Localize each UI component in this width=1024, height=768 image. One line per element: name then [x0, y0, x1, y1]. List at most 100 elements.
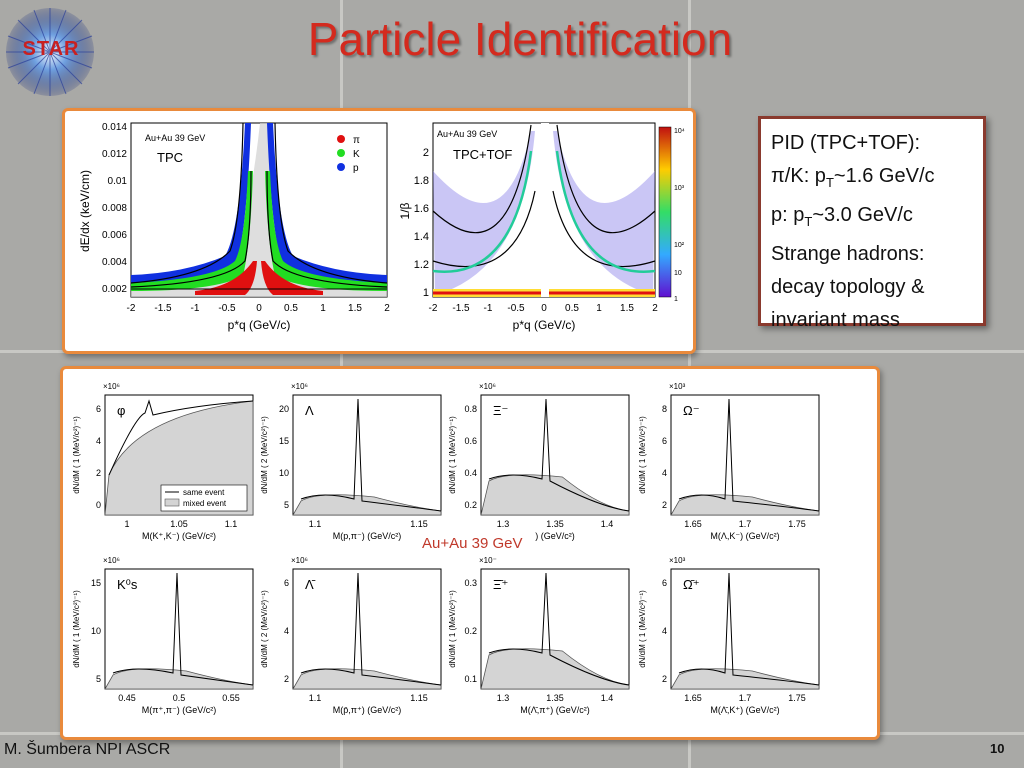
tof-xtick: 0 [541, 303, 547, 314]
tpc-xtick: 0.5 [284, 303, 298, 314]
y-tick-label: 10 [279, 468, 289, 478]
y-tick-label: 6 [662, 578, 667, 588]
legend-p: p [353, 163, 359, 174]
tpc-xtick: 2 [384, 303, 390, 314]
particle-label: Λ̄ [305, 577, 316, 592]
y-tick-label: 6 [284, 578, 289, 588]
x-tick-label: 1.1 [225, 519, 238, 529]
pid-line: PID (TPC+TOF): [771, 132, 921, 154]
x-axis-label: ) (GeV/c²) [535, 531, 575, 541]
pid-summary-box: PID (TPC+TOF): π/K: pT~1.6 GeV/c p: pT~3… [758, 116, 986, 331]
legend-pi: π [353, 135, 360, 146]
y-tick-label: 8 [662, 404, 667, 414]
same-event-hist [108, 399, 254, 476]
invariant-mass-panel: φ ×10⁶ 6 4 2 0 1 1.05 1.1 M(K⁺,K⁻) (GeV/c²) dN/dM … [60, 366, 880, 740]
y-tick-label: 0.8 [464, 404, 477, 414]
legend-k: K [353, 149, 360, 160]
tpc-xtick: -0.5 [218, 303, 236, 314]
x-axis-label: M(Λ̄,π⁺) (GeV/c²) [520, 705, 589, 715]
same-event-hist [488, 572, 630, 686]
tof-xtick: 1 [596, 303, 602, 314]
tpc-ytick: 0.002 [102, 284, 127, 295]
tof-xtick: -2 [429, 303, 438, 314]
tpc-tof-figure: π K p Au+Au 39 GeV TPC 0.014 0.012 0.01 … [78, 122, 685, 332]
y-axis-label: dN/dM ( 1 (MeV/c²)⁻¹) [72, 590, 81, 668]
y-axis-label: dN/dM ( 1 (MeV/c²)⁻¹) [448, 590, 457, 668]
y-tick-label: 2 [662, 500, 667, 510]
legend-same-event: same event [183, 488, 225, 497]
tpc-xlabel: p*q (GeV/c) [228, 318, 291, 332]
tof-xtick: 2 [652, 303, 658, 314]
tof-ytick: 1.4 [414, 231, 429, 243]
tof-ytick: 1.2 [414, 259, 429, 271]
x-tick-label: 1.75 [788, 693, 806, 703]
x-axis-label: M(p,π⁻) (GeV/c²) [333, 531, 401, 541]
legend-mixed-event: mixed event [183, 499, 227, 508]
tpc-ytick: 0.006 [102, 230, 127, 241]
y-tick-label: 4 [662, 468, 667, 478]
tpc-plot: π K p Au+Au 39 GeV TPC 0.014 0.012 0.01 … [78, 122, 390, 332]
y-tick-label: 5 [96, 674, 101, 684]
y-tick-label: 0.3 [464, 578, 477, 588]
pid-plots-panel: π K p Au+Au 39 GeV TPC 0.014 0.012 0.01 … [62, 108, 696, 354]
same-event-hist [112, 572, 254, 686]
axis-exponent: ×10⁶ [103, 382, 120, 391]
x-tick-label: 1 [124, 519, 129, 529]
colorbar-tick: 10 [674, 270, 682, 277]
tpc-ylabel: dE/dx (keV/cm) [78, 170, 92, 252]
tpc-xtick: -1 [191, 303, 200, 314]
y-tick-label: 0.1 [464, 674, 477, 684]
x-tick-label: 0.45 [118, 693, 136, 703]
legend-mixed-swatch [164, 498, 180, 507]
slide-title: Particle Identification [307, 13, 733, 65]
particle-label: Ω̄⁺ [683, 577, 700, 592]
y-tick-label: 2 [662, 674, 667, 684]
y-axis-label: dN/dM ( 2 (MeV/c²)⁻¹) [260, 590, 269, 668]
x-axis-label: M(p̄,π⁺) (GeV/c²) [333, 705, 401, 715]
tof-ytick: 1.6 [414, 203, 429, 215]
x-tick-label: 1.35 [546, 519, 564, 529]
axis-exponent: ×10³ [669, 382, 686, 391]
axis-exponent: ×10⁶ [479, 382, 496, 391]
tof-xlabel: p*q (GeV/c) [513, 318, 576, 332]
tof-ytick: 2 [423, 147, 429, 159]
y-tick-label: 0.2 [464, 626, 477, 636]
page-number: 10 [990, 741, 1005, 756]
y-tick-label: 10 [91, 626, 101, 636]
particle-label: K⁰s [117, 577, 138, 592]
particle-label: Ξ⁻ [493, 403, 508, 418]
same-event-hist [678, 572, 820, 686]
x-tick-label: 1.3 [497, 693, 510, 703]
x-axis-label: M(K⁺,K⁻) (GeV/c²) [142, 531, 216, 541]
same-event-hist [300, 398, 442, 512]
same-event-hist [678, 398, 820, 512]
y-tick-label: 15 [91, 578, 101, 588]
particle-label: φ [117, 403, 125, 418]
x-tick-label: 0.55 [222, 693, 240, 703]
tpc-ytick: 0.008 [102, 203, 127, 214]
y-tick-label: 15 [279, 436, 289, 446]
tpc-ytick: 0.004 [102, 257, 127, 268]
x-tick-label: 1.7 [739, 693, 752, 703]
x-tick-label: 0.5 [173, 693, 186, 703]
pid-line: Strange hadrons: [771, 243, 925, 265]
x-tick-label: 1.65 [684, 519, 702, 529]
y-tick-label: 2 [284, 674, 289, 684]
pid-line: decay topology & [771, 276, 925, 298]
tof-ylabel: 1/β [398, 202, 412, 219]
axis-exponent: ×10³ [669, 556, 686, 565]
tof-plot: Au+Au 39 GeV TPC+TOF 10⁴ 10³ 10² 10 1 [398, 122, 685, 332]
tof-label: TPC+TOF [453, 147, 512, 162]
y-tick-label: 0.6 [464, 436, 477, 446]
colorbar-tick: 10⁴ [674, 128, 685, 135]
tof-xtick: -0.5 [507, 303, 525, 314]
caption: Au+Au 39 GeV [420, 535, 525, 552]
tpc-system: Au+Au 39 GeV [145, 133, 205, 143]
axis-exponent: ×10⁶ [291, 556, 308, 565]
pid-line: π/K: pT~1.6 GeV/c [771, 165, 935, 190]
x-tick-label: 1.4 [601, 693, 614, 703]
author: M. Šumbera NPI ASCR [4, 741, 171, 758]
y-tick-label: 0 [96, 500, 101, 510]
y-tick-label: 4 [662, 626, 667, 636]
